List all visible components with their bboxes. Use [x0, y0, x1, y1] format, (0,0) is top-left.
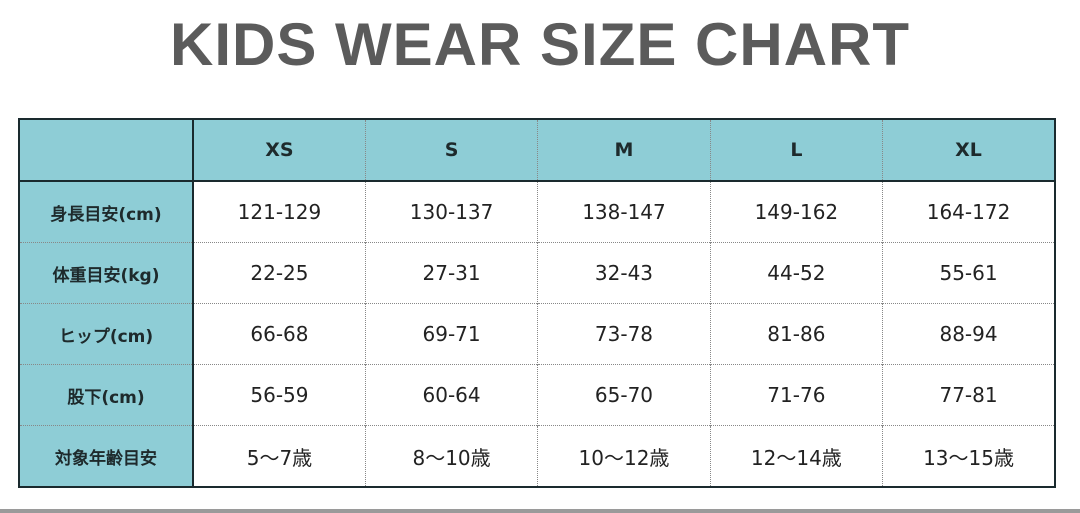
table-cell: 32-43 — [537, 242, 711, 304]
table-row: 体重目安(kg) 22-25 27-31 32-43 44-52 55-61 — [18, 242, 1055, 304]
table-cell: 56-59 — [192, 364, 366, 426]
table-header-row: XS S M L XL — [18, 119, 1055, 182]
table-cell: 130-137 — [364, 180, 538, 243]
table-cell: 71-76 — [709, 364, 883, 426]
divider — [0, 509, 1080, 513]
table-cell: 164-172 — [882, 180, 1055, 243]
table-cell: 121-129 — [192, 180, 366, 243]
table-cell: 8〜10歳 — [364, 425, 538, 487]
column-header: XL — [882, 119, 1055, 182]
corner-cell — [18, 119, 194, 182]
column-header: L — [709, 119, 883, 182]
table-cell: 27-31 — [364, 242, 538, 304]
table-cell: 81-86 — [709, 303, 883, 365]
row-label: ヒップ(cm) — [18, 303, 194, 365]
table-cell: 138-147 — [537, 180, 711, 243]
row-label: 股下(cm) — [18, 364, 194, 426]
row-label: 対象年齢目安 — [18, 425, 194, 487]
table-cell: 66-68 — [192, 303, 366, 365]
table-cell: 88-94 — [882, 303, 1055, 365]
row-label: 身長目安(cm) — [18, 180, 194, 243]
table-cell: 73-78 — [537, 303, 711, 365]
column-header: S — [364, 119, 538, 182]
table-cell: 12〜14歳 — [709, 425, 883, 487]
table-row: 股下(cm) 56-59 60-64 65-70 71-76 77-81 — [18, 364, 1055, 426]
table-cell: 55-61 — [882, 242, 1055, 304]
table-cell: 77-81 — [882, 364, 1055, 426]
table-cell: 60-64 — [364, 364, 538, 426]
table-cell: 13〜15歳 — [882, 425, 1055, 487]
table-cell: 10〜12歳 — [537, 425, 711, 487]
size-chart-table: XS S M L XL 身長目安(cm) 121-129 130-137 138-14… — [18, 118, 1056, 488]
table-row: 身長目安(cm) 121-129 130-137 138-147 149-162 164-… — [18, 180, 1055, 243]
table-row: 対象年齢目安 5〜7歳 8〜10歳 10〜12歳 12〜14歳 13〜15歳 — [18, 425, 1055, 487]
page-title: KIDS WEAR SIZE CHART — [170, 11, 910, 78]
table-cell: 22-25 — [192, 242, 366, 304]
row-label: 体重目安(kg) — [18, 242, 194, 304]
table-cell: 5〜7歳 — [192, 425, 366, 487]
table-cell: 69-71 — [364, 303, 538, 365]
table-cell: 149-162 — [709, 180, 883, 243]
column-header: M — [537, 119, 711, 182]
table-cell: 65-70 — [537, 364, 711, 426]
table-cell: 44-52 — [709, 242, 883, 304]
column-header: XS — [192, 119, 366, 182]
table-row: ヒップ(cm) 66-68 69-71 73-78 81-86 88-94 — [18, 303, 1055, 365]
